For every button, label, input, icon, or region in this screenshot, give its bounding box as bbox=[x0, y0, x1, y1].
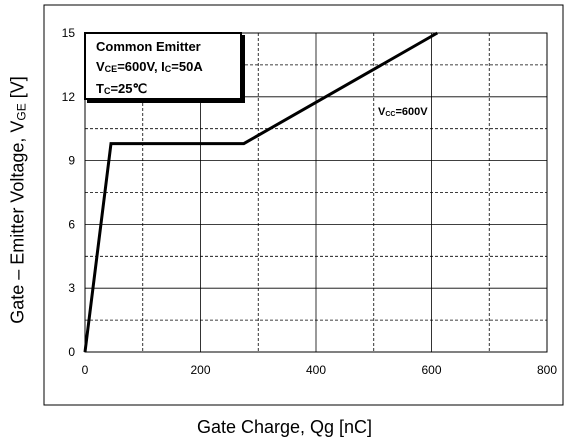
y-tick-label: 9 bbox=[68, 154, 75, 168]
x-tick-label: 200 bbox=[190, 363, 210, 377]
y-tick-label: 15 bbox=[62, 26, 76, 40]
y-tick-label: 3 bbox=[68, 281, 75, 295]
vcc-value: =600V bbox=[395, 106, 428, 118]
x-tick-label: 800 bbox=[537, 363, 557, 377]
legend-line-3: TC=25℃ bbox=[96, 79, 240, 101]
legend-tc-sub: C bbox=[103, 86, 111, 96]
y-axis-label-suffix: [V] bbox=[7, 76, 28, 104]
outer-frame bbox=[43, 4, 564, 406]
legend-tc-value: =25℃ bbox=[110, 81, 148, 96]
legend-ce-sub: CE bbox=[104, 64, 118, 74]
x-tick-label: 600 bbox=[421, 363, 441, 377]
legend-line-2: VCE=600V, IC=50A bbox=[96, 57, 240, 79]
y-tick-label: 6 bbox=[68, 217, 75, 231]
x-tick-label: 400 bbox=[306, 363, 326, 377]
series-line-vcc-600v bbox=[83, 31, 439, 353]
series-group bbox=[83, 31, 439, 353]
legend-v: V bbox=[96, 59, 105, 74]
x-tick-label: 0 bbox=[82, 363, 89, 377]
legend-t: T bbox=[96, 81, 104, 96]
x-axis-label: Gate Charge, Qg [nC] bbox=[196, 417, 373, 437]
plot-area bbox=[84, 32, 548, 353]
legend-c-sub: C bbox=[164, 64, 172, 74]
y-tick-label: 0 bbox=[68, 345, 75, 359]
y-axis-label-sub: GE bbox=[14, 103, 29, 121]
vcc-annotation: VCC=600V bbox=[378, 106, 428, 118]
legend-line-1: Common Emitter bbox=[96, 39, 201, 54]
vcc-sub: CC bbox=[385, 111, 396, 118]
legend-box: Common Emitter VCE=600V, IC=50A TC=25℃ bbox=[84, 32, 242, 100]
y-axis-label-prefix: Gate – Emitter Voltage, V bbox=[7, 120, 28, 324]
legend-vce-value: =600V, I bbox=[117, 59, 165, 74]
legend-ic-value: =50A bbox=[171, 59, 203, 74]
vcc-v: V bbox=[378, 106, 386, 118]
axis-ticks: 0 200 400 600 800 0 3 6 9 12 15 bbox=[62, 26, 558, 377]
y-axis-label: Gate – Emitter Voltage, VGE [V] bbox=[8, 76, 29, 323]
y-tick-label: 12 bbox=[62, 90, 76, 104]
